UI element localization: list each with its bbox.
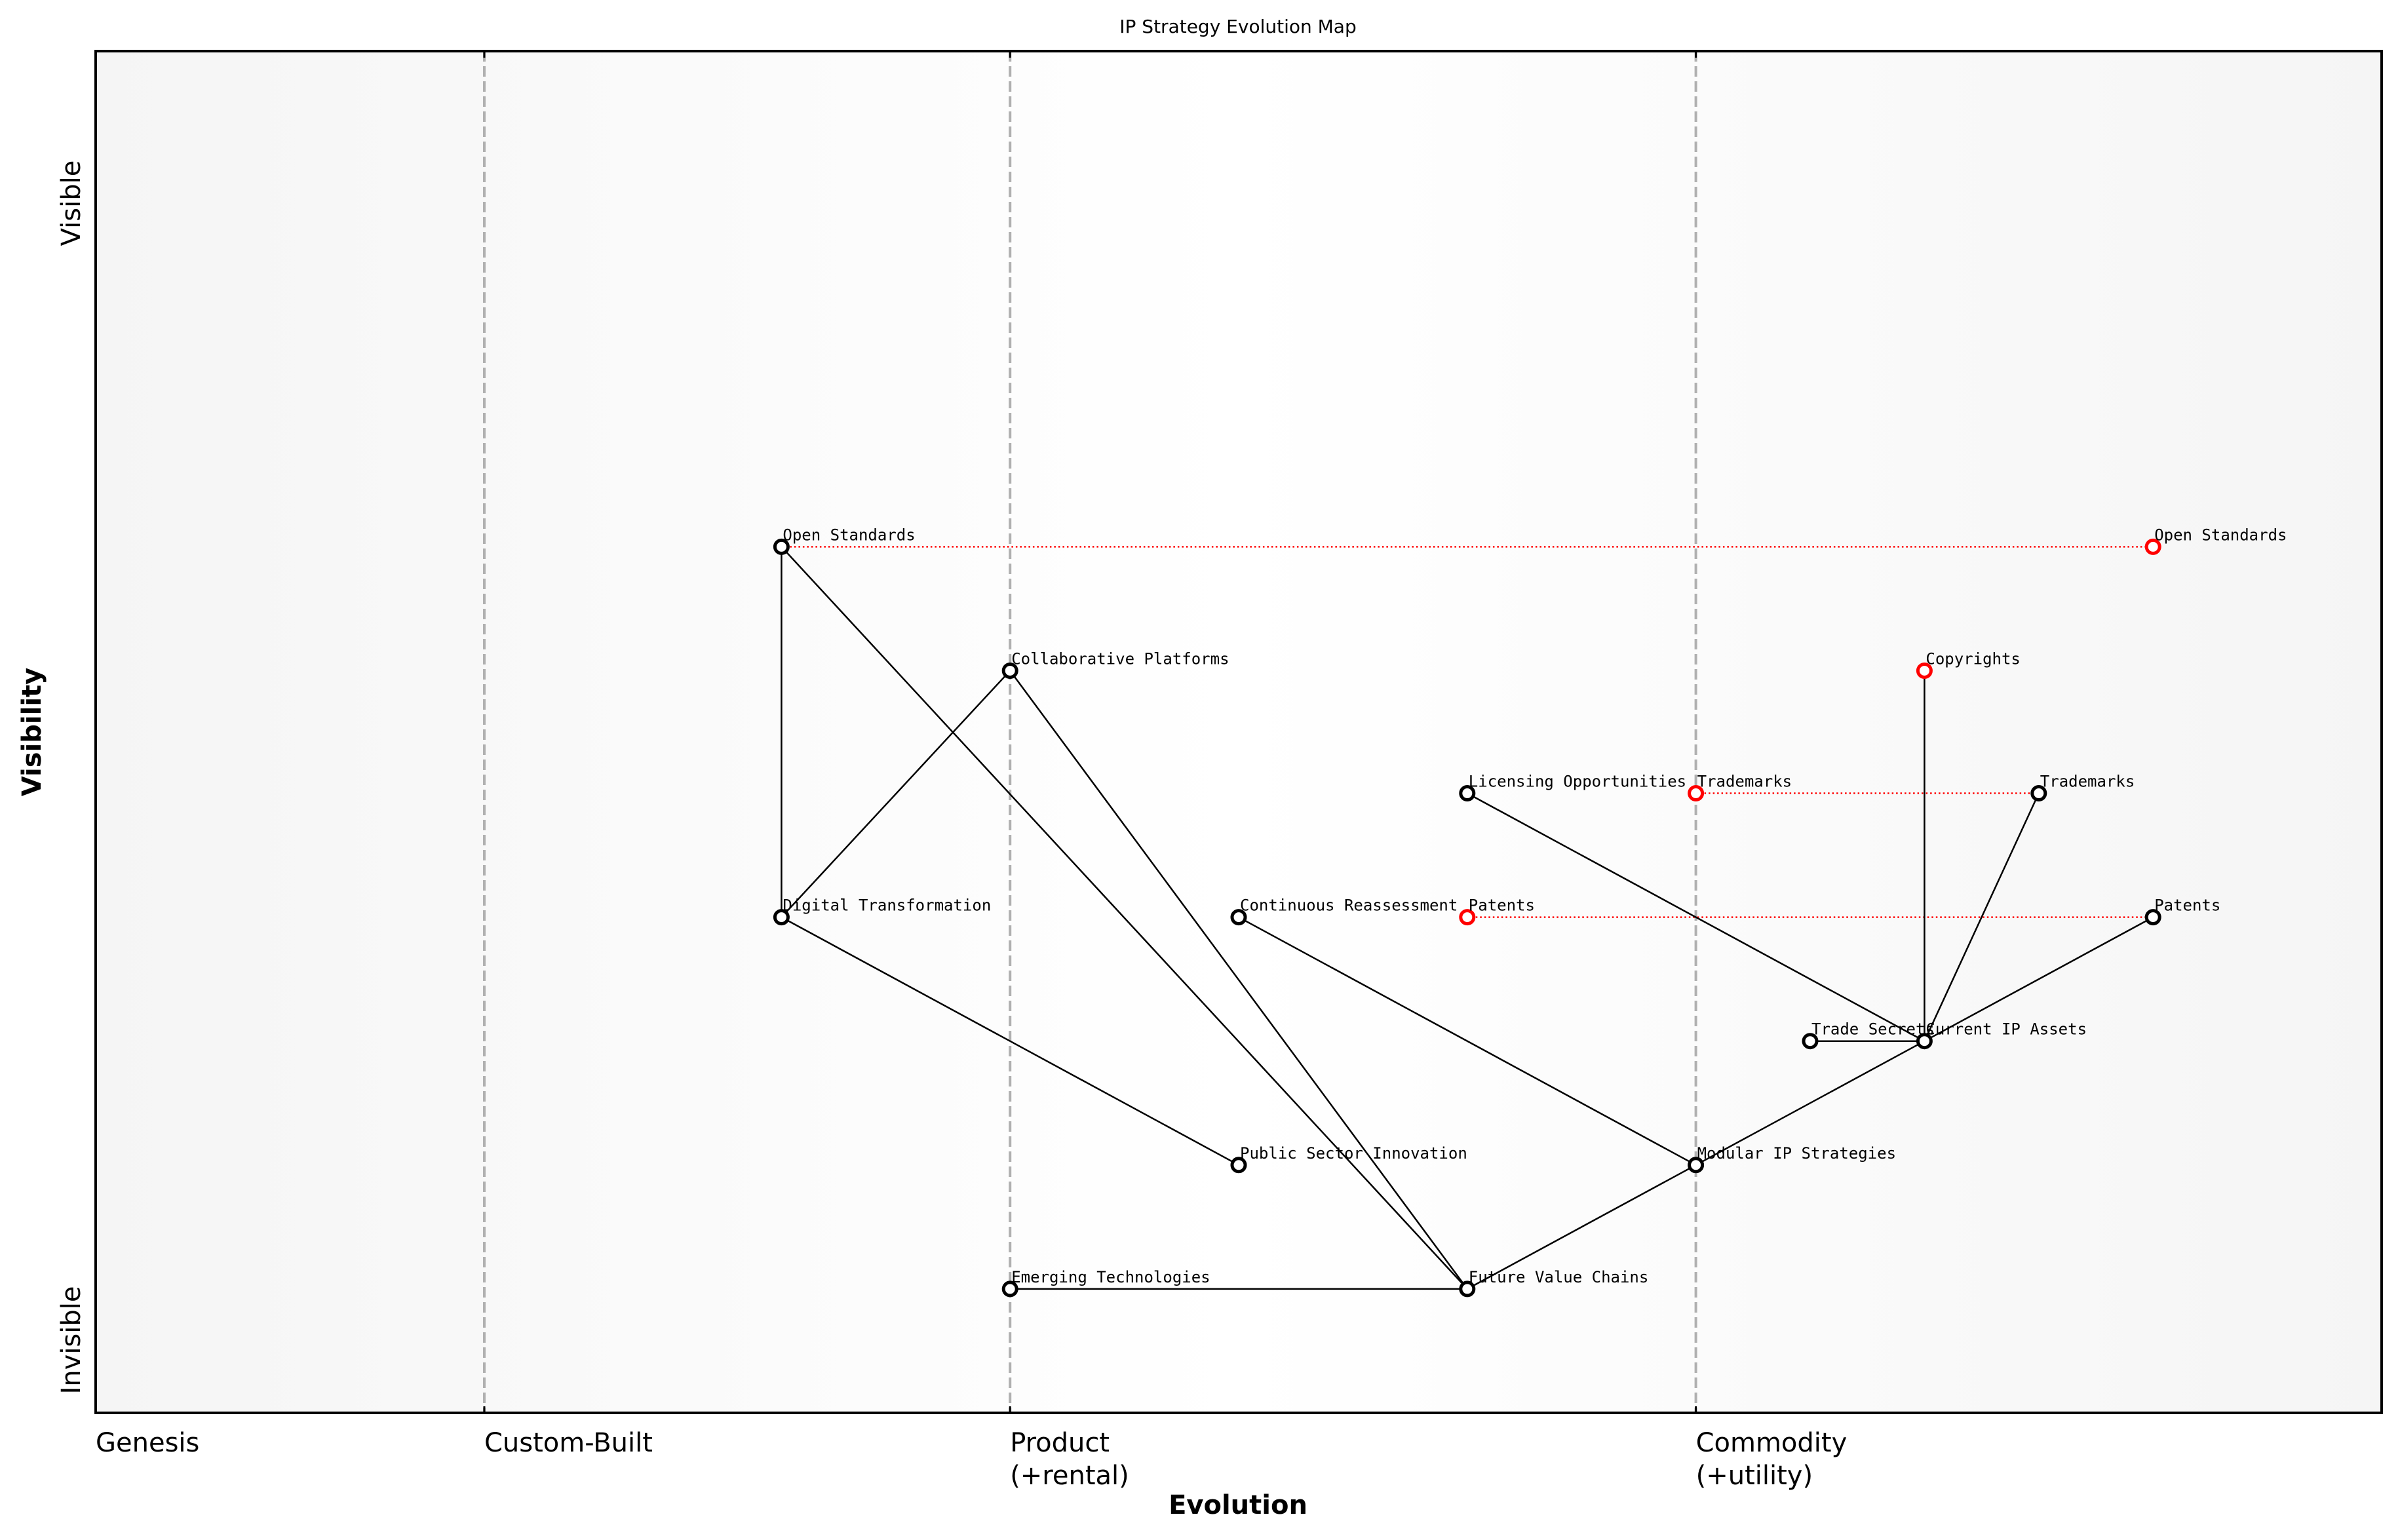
x-tick-label-genesis: Genesis: [96, 1428, 199, 1458]
component-label-trade-secrets: Trade Secrets: [1811, 1020, 1935, 1039]
evolved-node-patents[interactable]: [1459, 909, 1476, 926]
component-label-patents: Patents: [1469, 896, 1535, 915]
component-label-modular-ip-strategies: Modular IP Strategies: [1697, 1144, 1896, 1163]
evolution-stage-dividers: [482, 51, 1697, 1413]
component-labels: Open Standards Collaborative Platforms Lic…: [783, 526, 2287, 1286]
component-node-continuous-reassessment[interactable]: [1230, 909, 1247, 926]
component-node-collaborative-platforms[interactable]: [1001, 662, 1018, 679]
component-label-public-sector-innovation: Public Sector Innovation: [1240, 1144, 1467, 1163]
component-nodes: [773, 538, 2161, 1298]
evolution-arrows: [781, 546, 2154, 918]
component-node-emerging-technologies[interactable]: [1001, 1280, 1018, 1298]
component-label-emerging-technologies: Emerging Technologies: [1011, 1268, 1210, 1286]
component-node-modular-ip-strategies[interactable]: [1688, 1157, 1705, 1174]
dependency-edge: [781, 916, 1239, 1166]
y-axis-title: Visibility: [17, 668, 47, 796]
component-node-digital-transformation[interactable]: [773, 909, 790, 926]
x-tick-label-commodity: Commodity (+utility): [1696, 1428, 1848, 1491]
component-label-patents: Patents: [2154, 896, 2220, 915]
y-tick-label-visible: Visible: [56, 161, 87, 246]
x-tick-label-custom-built: Custom-Built: [484, 1428, 653, 1458]
component-label-open-standards: Open Standards: [2154, 526, 2287, 544]
component-node-trade-secrets[interactable]: [1802, 1033, 1819, 1050]
chart-title: IP Strategy Evolution Map: [1119, 16, 1356, 37]
evolved-node-copyrights[interactable]: [1916, 662, 1933, 679]
dependency-edge: [1924, 916, 2154, 1042]
component-node-patents[interactable]: [2144, 909, 2161, 926]
component-label-licensing-opportunities: Licensing Opportunities: [1469, 773, 1686, 791]
component-label-collaborative-platforms: Collaborative Platforms: [1011, 649, 1229, 668]
component-node-trademarks[interactable]: [2030, 785, 2047, 802]
dependency-edge: [1009, 670, 1468, 1290]
component-node-licensing-opportunities[interactable]: [1459, 785, 1476, 802]
dependency-edge: [1924, 792, 2040, 1042]
component-node-open-standards[interactable]: [773, 538, 790, 555]
component-node-future-value-chains[interactable]: [1459, 1280, 1476, 1298]
dependency-edge: [781, 670, 1011, 918]
dependency-edge: [1238, 916, 1697, 1166]
dependency-edge: [781, 546, 1468, 1290]
evolved-node-open-standards[interactable]: [2144, 538, 2161, 555]
evolved-node-trademarks[interactable]: [1688, 785, 1705, 802]
y-axis-ticks: Invisible Visible: [56, 161, 87, 1395]
component-label-trademarks: Trademarks: [2040, 773, 2135, 791]
x-tick-label-product: Product (+rental): [1010, 1428, 1129, 1491]
component-node-current-ip-assets[interactable]: [1916, 1033, 1933, 1050]
plot-background: [96, 51, 2382, 1413]
component-node-public-sector-innovation[interactable]: [1230, 1157, 1247, 1174]
component-label-open-standards: Open Standards: [783, 526, 915, 544]
plot-frame: [94, 50, 2383, 1414]
dependency-edge: [1695, 1040, 1925, 1166]
component-label-trademarks: Trademarks: [1697, 773, 1792, 791]
dependency-edge: [1467, 792, 1925, 1042]
dependency-edge: [1467, 1164, 1697, 1290]
component-label-future-value-chains: Future Value Chains: [1469, 1268, 1649, 1286]
component-label-copyrights: Copyrights: [1926, 649, 2021, 668]
y-tick-label-invisible: Invisible: [56, 1286, 87, 1395]
component-label-continuous-reassessment: Continuous Reassessment: [1240, 896, 1458, 915]
dependency-edges: [781, 546, 2154, 1290]
x-axis-ticks: Genesis Custom-Built Product (+rental) Commo…: [96, 1428, 1847, 1491]
x-axis-title: Evolution: [1169, 1490, 1307, 1520]
component-label-current-ip-assets: Current IP Assets: [1926, 1020, 2087, 1039]
component-label-digital-transformation: Digital Transformation: [783, 896, 991, 915]
